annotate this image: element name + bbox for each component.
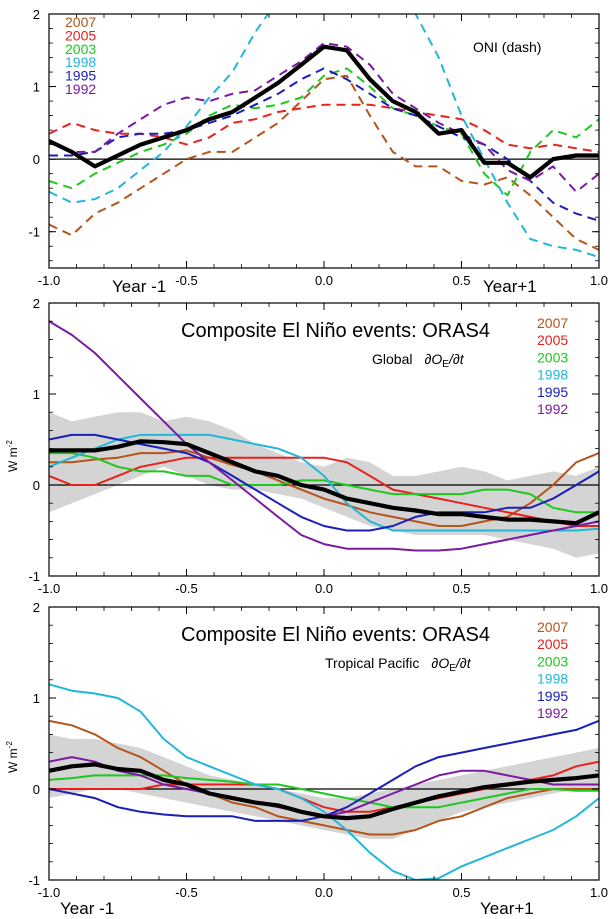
series-line-1995	[49, 67, 599, 222]
oni-annotation: ONI (dash)	[473, 39, 541, 55]
x-tick-label: -0.5	[175, 581, 197, 596]
x-tick-label: -1.0	[38, 581, 60, 596]
y-tick-label: 0	[33, 782, 40, 797]
legend-entry-2005: 2005	[65, 27, 96, 43]
legend-entry-1998: 1998	[537, 671, 568, 687]
year-plus-one-label-bottom: Year+1	[480, 899, 534, 918]
legend-entry-1998: 1998	[65, 54, 96, 70]
x-tick-label: 0.5	[452, 885, 470, 900]
y-tick-label: 2	[33, 296, 40, 311]
tropical-ylabel: W m-2	[5, 741, 20, 773]
global-ylabel: W m-2	[5, 440, 20, 472]
x-tick-label: 0.0	[315, 273, 333, 288]
series-line-2007	[49, 449, 599, 527]
legend-entry-2003: 2003	[537, 349, 568, 365]
legend-entry-1992: 1992	[537, 401, 568, 417]
x-tick-label: 0.5	[452, 273, 470, 288]
legend-entry-1995: 1995	[65, 68, 96, 84]
series-line-1998	[49, 433, 599, 532]
x-tick-label: 0.5	[452, 581, 470, 596]
series-line-1995	[49, 433, 599, 532]
legend-entry-1998: 1998	[537, 367, 568, 383]
x-tick-label: -0.5	[175, 273, 197, 288]
y-tick-label: 2	[33, 7, 40, 22]
series-line-1998	[49, 14, 599, 259]
global-ylabel-unit: W m	[6, 447, 20, 472]
legend-entry-1992: 1992	[537, 705, 568, 721]
plot-area	[49, 683, 599, 880]
tropical-subtitle: Tropical Pacific ∂OE/∂t	[325, 655, 472, 674]
global-subtitle: Global ∂OE/∂t	[372, 351, 465, 370]
legend-entry-2007: 2007	[537, 619, 568, 635]
global-subtitle-formula: ∂O	[424, 351, 442, 367]
series-line-2003	[49, 67, 599, 197]
tropical-subtitle-suffix: /∂t	[455, 655, 472, 671]
x-tick-label: 1.0	[590, 273, 608, 288]
y-tick-label: 0	[33, 478, 40, 493]
tropical-subtitle-sub: E	[449, 663, 456, 674]
x-tick-label: 1.0	[590, 581, 608, 596]
year-minus-one-label-bottom: Year -1	[60, 899, 114, 918]
x-tick-label: -1.0	[38, 273, 60, 288]
legend-entry-2003: 2003	[65, 41, 96, 57]
y-tick-label: 1	[33, 80, 40, 95]
tropical-ylabel-unit: W m	[6, 748, 20, 773]
global-subtitle-suffix: /∂t	[448, 351, 465, 367]
year-plus-one-label-top: Year+1	[483, 277, 537, 296]
plot-area	[49, 320, 599, 558]
legend-entry-2007: 2007	[65, 14, 96, 30]
legend-entry-2007: 2007	[537, 315, 568, 331]
series-line-2005	[49, 456, 599, 527]
series-line-composite	[49, 439, 599, 526]
legend-entry-1992: 1992	[65, 81, 96, 97]
series-line-2003	[49, 452, 599, 514]
year-minus-one-label-top: Year -1	[112, 277, 166, 296]
series-line-2007	[49, 74, 599, 251]
x-tick-label: -0.5	[175, 885, 197, 900]
tropical-subtitle-region: Tropical Pacific	[325, 655, 419, 671]
panel-oni: ONI (dash) Year -1 Year+1 -1.0 -0.5 0.0 0.5…	[28, 7, 608, 296]
x-tick-label: -1.0	[38, 885, 60, 900]
y-tick-label: 1	[33, 387, 40, 402]
series-line-composite	[49, 44, 599, 180]
y-tick-label: 1	[33, 691, 40, 706]
series-line-1998	[49, 683, 599, 880]
legend-entry-2005: 2005	[537, 636, 568, 652]
series-line-1992	[49, 320, 599, 552]
y-tick-label: -1	[28, 225, 40, 240]
y-tick-label: 0	[33, 152, 40, 167]
global-subtitle-region: Global	[372, 351, 412, 367]
x-tick-label: 0.0	[315, 581, 333, 596]
global-panel-title: Composite El Niño events: ORAS4	[181, 320, 490, 342]
series-line-composite	[49, 762, 599, 821]
y-tick-label: -1	[28, 569, 40, 584]
legend-entry-1995: 1995	[537, 688, 568, 704]
tropical-ylabel-exponent: -2	[5, 741, 14, 749]
panel-tropical-pacific: Composite El Niño events: ORAS4 Tropical…	[5, 600, 608, 918]
legend-entry-2005: 2005	[537, 332, 568, 348]
legend-entry-2003: 2003	[537, 653, 568, 669]
series-line-2007	[49, 719, 599, 836]
global-subtitle-sub: E	[442, 359, 449, 370]
tropical-panel-title: Composite El Niño events: ORAS4	[181, 624, 490, 646]
panel-global: Composite El Niño events: ORAS4 Global ∂O…	[5, 296, 608, 596]
plot-area	[49, 14, 599, 259]
y-tick-label: 2	[33, 600, 40, 615]
global-ylabel-exponent: -2	[5, 440, 14, 448]
tropical-subtitle-formula: ∂O	[431, 655, 449, 671]
x-tick-label: 0.0	[315, 885, 333, 900]
y-tick-label: -1	[28, 873, 40, 888]
x-tick-label: 1.0	[590, 885, 608, 900]
legend-entry-1995: 1995	[537, 384, 568, 400]
